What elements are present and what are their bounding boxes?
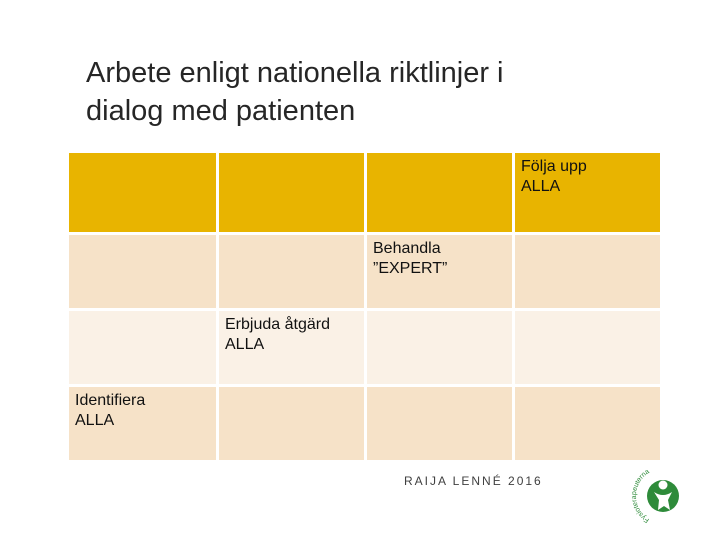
grid-cell (66, 308, 219, 387)
grid-cell (66, 232, 219, 311)
grid-cell-erbjuda: Erbjuda åtgärd ALLA (216, 308, 367, 387)
grid-cell (216, 384, 367, 463)
slide-title: Arbete enligt nationella riktlinjer i di… (86, 54, 686, 130)
grid-cell (512, 384, 663, 463)
grid-row: Identifiera ALLA (66, 384, 663, 463)
title-line-2: dialog med patienten (86, 95, 356, 127)
grid-cell (364, 384, 515, 463)
grid-row: Följa upp ALLA (66, 150, 663, 235)
grid-cell (512, 232, 663, 311)
grid-cell (216, 150, 367, 235)
grid-cell-behandla: Behandla ”EXPERT” (364, 232, 515, 311)
step-label: Erbjuda åtgärd ALLA (225, 316, 330, 353)
step-label: Behandla ”EXPERT” (373, 240, 448, 277)
grid-cell-identifiera: Identifiera ALLA (66, 384, 219, 463)
grid-cell (512, 308, 663, 387)
grid-cell-folja-upp: Följa upp ALLA (512, 150, 663, 235)
green-person-logo-icon: Fysioterapeuterna (628, 466, 679, 524)
staircase-grid: Följa upp ALLA Behandla ”EXPERT” Erbjuda… (66, 150, 663, 463)
grid-cell (364, 308, 515, 387)
grid-cell (364, 150, 515, 235)
title-line-1: Arbete enligt nationella riktlinjer i (86, 57, 504, 89)
footer-author: RAIJA LENNÉ 2016 (404, 474, 543, 488)
step-label: Följa upp ALLA (521, 158, 587, 195)
step-label: Identifiera ALLA (75, 392, 146, 429)
grid-row: Behandla ”EXPERT” (66, 232, 663, 311)
grid-row: Erbjuda åtgärd ALLA (66, 308, 663, 387)
grid-cell (216, 232, 367, 311)
grid-cell (66, 150, 219, 235)
